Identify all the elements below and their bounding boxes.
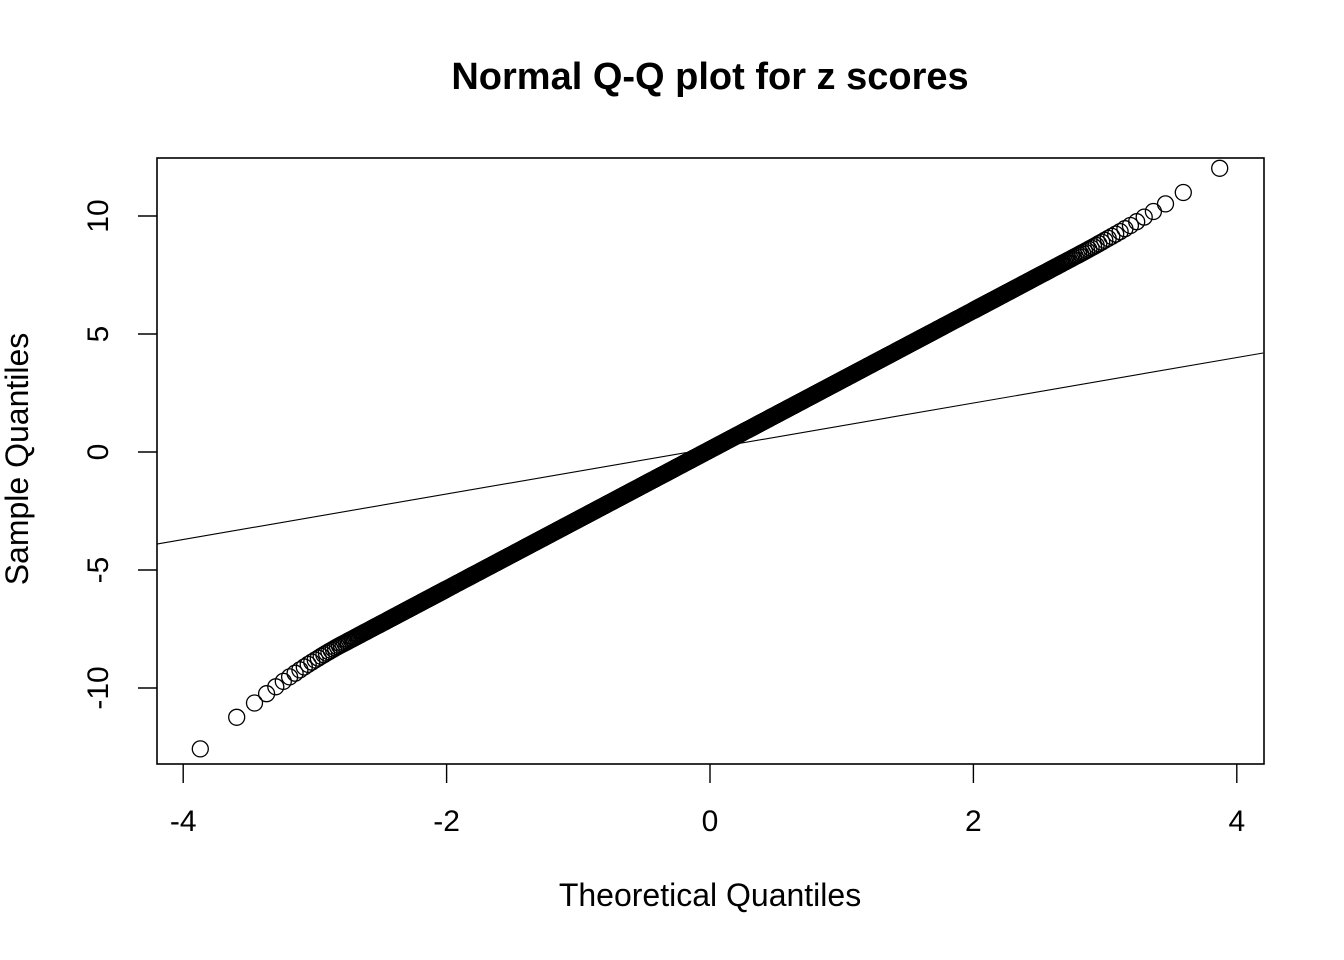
svg-text:Sample Quantiles: Sample Quantiles xyxy=(0,333,35,586)
svg-text:0: 0 xyxy=(702,805,719,838)
svg-text:Theoretical Quantiles: Theoretical Quantiles xyxy=(559,877,861,913)
svg-text:2: 2 xyxy=(965,805,982,838)
svg-text:0: 0 xyxy=(82,444,115,461)
svg-text:5: 5 xyxy=(82,326,115,343)
svg-text:4: 4 xyxy=(1228,805,1245,838)
svg-text:-2: -2 xyxy=(433,805,460,838)
svg-text:-5: -5 xyxy=(82,557,115,584)
svg-text:-10: -10 xyxy=(82,666,115,709)
svg-text:Normal Q-Q plot for z scores: Normal Q-Q plot for z scores xyxy=(451,56,968,98)
svg-text:-4: -4 xyxy=(170,805,197,838)
svg-text:10: 10 xyxy=(82,199,115,232)
